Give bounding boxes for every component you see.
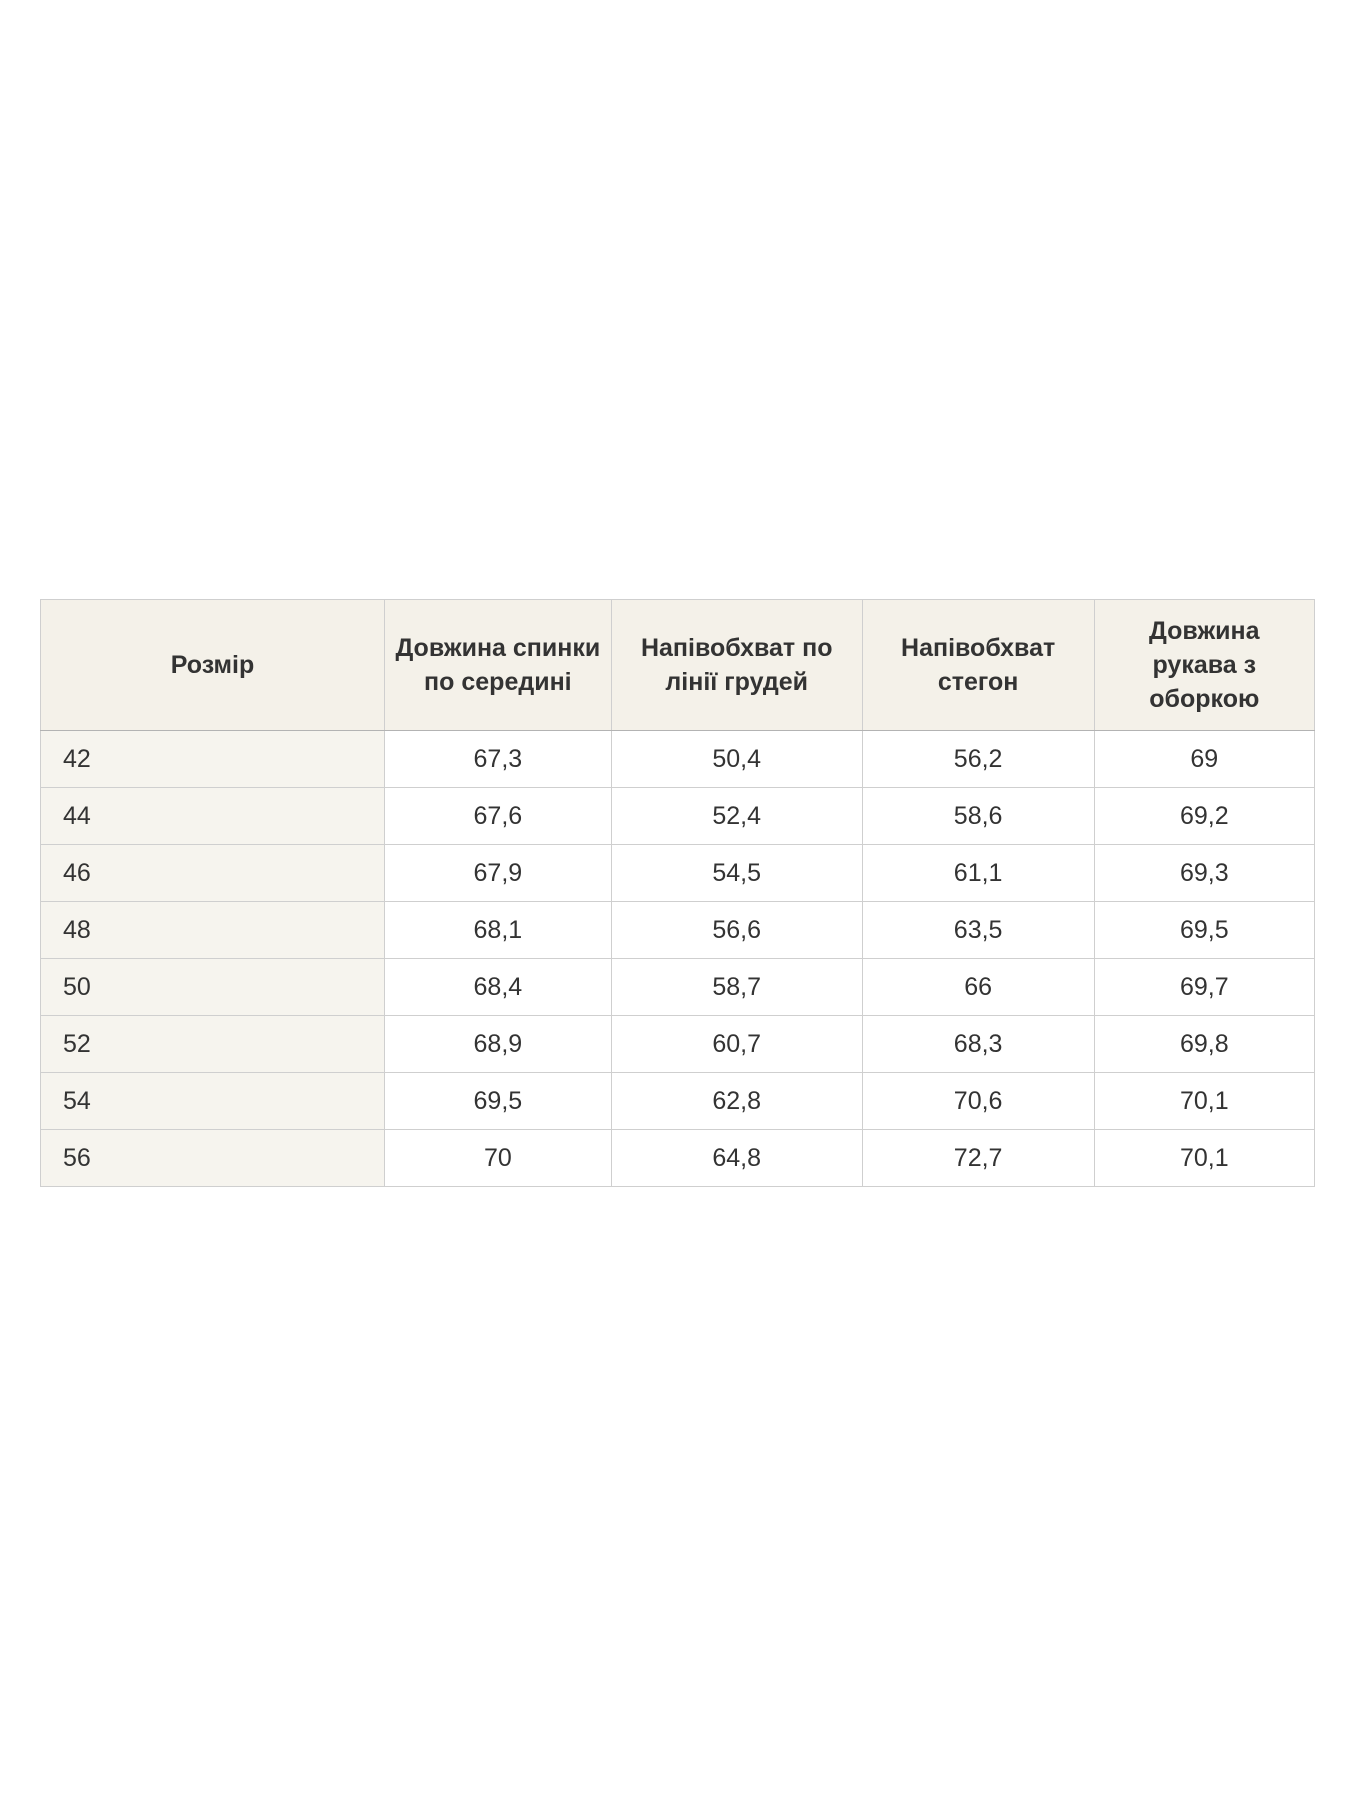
size-chart-section: Розмір Довжина спинки по середині Напіво… <box>40 599 1316 1187</box>
value-cell: 70 <box>383 1129 612 1187</box>
table-row: 52 68,9 60,7 68,3 69,8 <box>40 1015 1316 1073</box>
size-cell: 56 <box>40 1129 385 1187</box>
table-row: 48 68,1 56,6 63,5 69,5 <box>40 901 1316 959</box>
value-cell: 67,6 <box>383 787 612 845</box>
value-cell: 67,9 <box>383 844 612 902</box>
value-cell: 69,5 <box>1093 901 1316 959</box>
value-cell: 69,7 <box>1093 958 1316 1016</box>
value-cell: 64,8 <box>610 1129 863 1187</box>
value-cell: 58,7 <box>610 958 863 1016</box>
value-cell: 69,5 <box>383 1072 612 1130</box>
header-row: Розмір Довжина спинки по середині Напіво… <box>40 599 1316 731</box>
value-cell: 61,1 <box>861 844 1095 902</box>
value-cell: 60,7 <box>610 1015 863 1073</box>
value-cell: 69,8 <box>1093 1015 1316 1073</box>
value-cell: 68,9 <box>383 1015 612 1073</box>
value-cell: 56,2 <box>861 730 1095 788</box>
value-cell: 70,1 <box>1093 1129 1316 1187</box>
table-row: 56 70 64,8 72,7 70,1 <box>40 1129 1316 1187</box>
value-cell: 68,1 <box>383 901 612 959</box>
header-cell-size: Розмір <box>40 599 385 731</box>
table-row: 54 69,5 62,8 70,6 70,1 <box>40 1072 1316 1130</box>
value-cell: 72,7 <box>861 1129 1095 1187</box>
value-cell: 52,4 <box>610 787 863 845</box>
value-cell: 68,4 <box>383 958 612 1016</box>
table-row: 50 68,4 58,7 66 69,7 <box>40 958 1316 1016</box>
size-cell: 52 <box>40 1015 385 1073</box>
table-row: 42 67,3 50,4 56,2 69 <box>40 730 1316 788</box>
value-cell: 58,6 <box>861 787 1095 845</box>
value-cell: 68,3 <box>861 1015 1095 1073</box>
header-cell-hip-half-girth: Напівобхват стегон <box>861 599 1095 731</box>
value-cell: 63,5 <box>861 901 1095 959</box>
value-cell: 70,6 <box>861 1072 1095 1130</box>
header-cell-back-length: Довжина спинки по середині <box>383 599 612 731</box>
value-cell: 56,6 <box>610 901 863 959</box>
value-cell: 69 <box>1093 730 1316 788</box>
size-cell: 46 <box>40 844 385 902</box>
value-cell: 66 <box>861 958 1095 1016</box>
value-cell: 54,5 <box>610 844 863 902</box>
size-cell: 44 <box>40 787 385 845</box>
value-cell: 69,3 <box>1093 844 1316 902</box>
value-cell: 62,8 <box>610 1072 863 1130</box>
header-cell-chest-half-girth: Напівобхват по лінії грудей <box>610 599 863 731</box>
size-cell: 50 <box>40 958 385 1016</box>
header-cell-sleeve-length: Довжина рукава з оборкою <box>1093 599 1316 731</box>
value-cell: 69,2 <box>1093 787 1316 845</box>
table-row: 46 67,9 54,5 61,1 69,3 <box>40 844 1316 902</box>
size-cell: 42 <box>40 730 385 788</box>
size-cell: 54 <box>40 1072 385 1130</box>
value-cell: 67,3 <box>383 730 612 788</box>
size-chart-table: Розмір Довжина спинки по середині Напіво… <box>40 599 1316 1187</box>
size-cell: 48 <box>40 901 385 959</box>
value-cell: 70,1 <box>1093 1072 1316 1130</box>
value-cell: 50,4 <box>610 730 863 788</box>
table-row: 44 67,6 52,4 58,6 69,2 <box>40 787 1316 845</box>
